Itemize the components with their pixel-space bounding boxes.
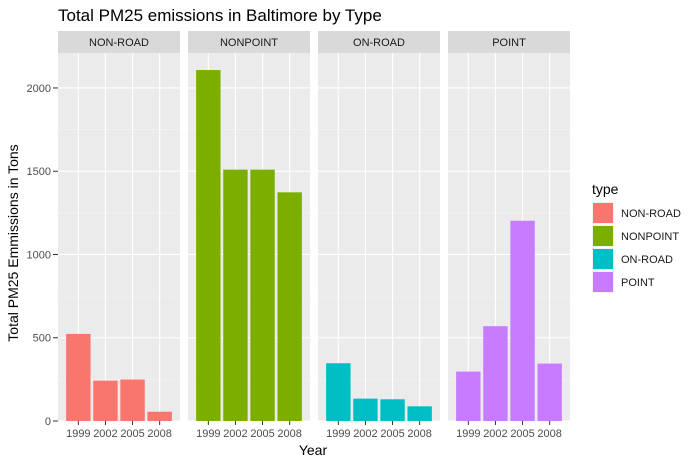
bar — [326, 363, 351, 421]
facet-panel: NONPOINT 1999 2002 2005 2008 — [188, 31, 310, 440]
x-tick-label: 2005 — [380, 428, 404, 440]
bar — [407, 406, 432, 421]
y-tick-label: 2000 — [27, 83, 51, 95]
x-tick-label: 2008 — [277, 428, 301, 440]
bar — [510, 220, 535, 421]
y-tick-label: 0 — [45, 416, 51, 428]
facet-strip — [448, 31, 570, 53]
x-tick-label: 2005 — [250, 428, 274, 440]
legend-key — [593, 272, 613, 292]
x-tick-label: 2002 — [93, 428, 117, 440]
x-tick-label: 2002 — [483, 428, 507, 440]
facet-strip — [58, 31, 180, 53]
bar — [147, 411, 172, 421]
bar — [223, 169, 248, 421]
y-tick-label: 1000 — [27, 249, 51, 261]
facet-panel: POINT 1999 2002 2005 2008 — [448, 31, 570, 440]
bar — [353, 398, 378, 421]
legend: type NON-ROAD NONPOINT ON-ROAD POINT — [592, 181, 681, 293]
bar — [277, 192, 302, 421]
facet-strip-label: ON-ROAD — [353, 37, 405, 49]
bar — [250, 169, 275, 421]
facet-panel: ON-ROAD 1999 2002 2005 2008 — [318, 31, 440, 440]
x-tick-label: 2005 — [120, 428, 144, 440]
x-tick-label: 1999 — [326, 428, 350, 440]
legend-key — [593, 226, 613, 246]
chart-title: Total PM25 emissions in Baltimore by Typ… — [58, 6, 382, 25]
x-tick-label: 2008 — [537, 428, 561, 440]
legend-label: NONPOINT — [621, 231, 679, 243]
legend-key — [593, 203, 613, 223]
x-tick-label: 1999 — [196, 428, 220, 440]
facet-strip-label: NONPOINT — [220, 37, 278, 49]
bar — [93, 380, 118, 421]
bar — [456, 371, 481, 421]
bar — [120, 379, 145, 421]
facet-strip — [318, 31, 440, 53]
facet-strip-label: POINT — [492, 37, 526, 49]
x-tick-label: 1999 — [456, 428, 480, 440]
y-axis: 0 500 1000 1500 2000 — [27, 83, 58, 428]
facet-panel: NON-ROAD 1999 2002 2005 2008 — [58, 31, 180, 440]
y-tick-label: 500 — [33, 333, 51, 345]
x-axis-label: Year — [299, 442, 328, 458]
y-axis-label: Total PM25 Emmissions in Tons — [5, 144, 21, 341]
x-tick-label: 2005 — [510, 428, 534, 440]
x-tick-label: 1999 — [66, 428, 90, 440]
legend-title: type — [592, 181, 619, 197]
legend-key — [593, 249, 613, 269]
bar — [66, 333, 91, 421]
bar — [483, 326, 508, 421]
bar — [380, 399, 405, 421]
legend-label: NON-ROAD — [621, 208, 681, 220]
y-tick-label: 1500 — [27, 166, 51, 178]
facet-strip-label: NON-ROAD — [89, 37, 149, 49]
x-tick-label: 2008 — [407, 428, 431, 440]
x-tick-label: 2008 — [147, 428, 171, 440]
bar — [196, 70, 221, 421]
legend-label: ON-ROAD — [621, 254, 673, 266]
bar — [537, 363, 562, 421]
x-tick-label: 2002 — [223, 428, 247, 440]
x-tick-label: 2002 — [353, 428, 377, 440]
legend-label: POINT — [621, 277, 655, 289]
facet-strip — [188, 31, 310, 53]
